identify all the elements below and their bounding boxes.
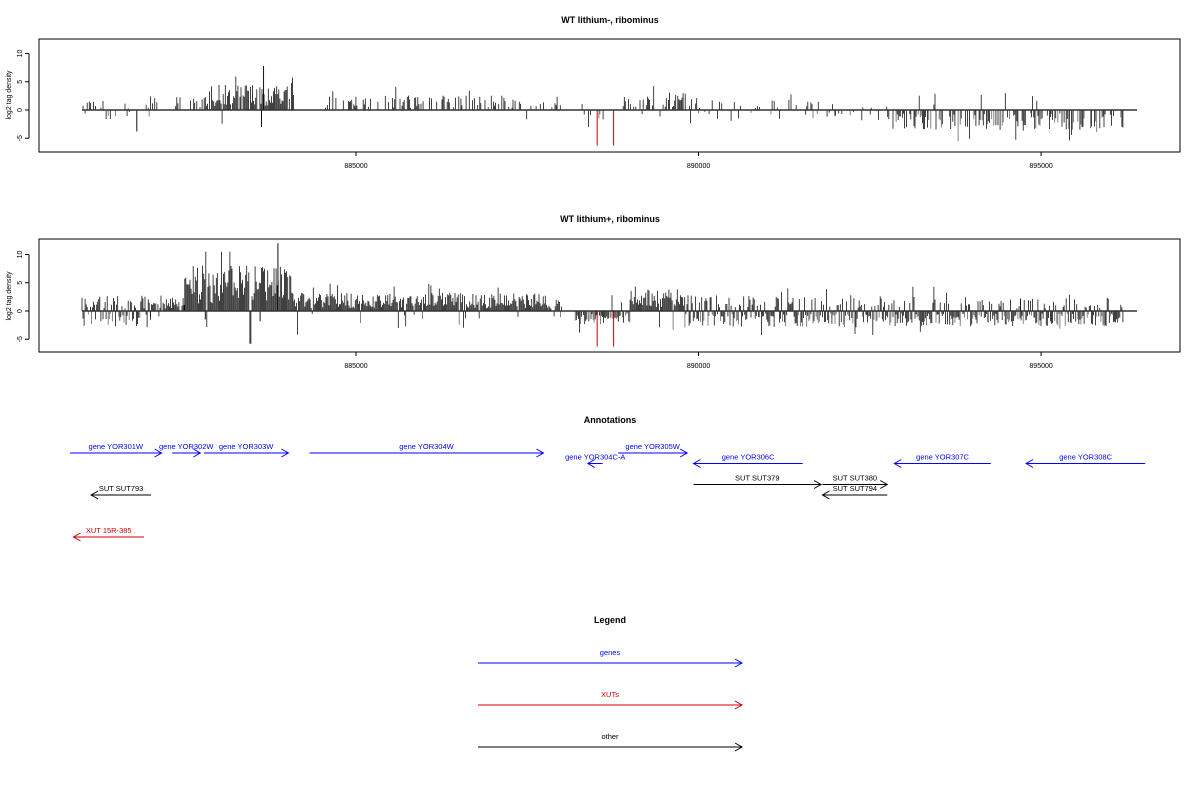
y-tick-label: 5 [17, 281, 24, 285]
feature-label: gene YOR305W [625, 442, 680, 451]
feature-label: XUT 15R-385 [86, 526, 132, 535]
x-tick-label: 890000 [687, 363, 710, 370]
y-tick-label: -5 [17, 336, 24, 342]
feature-label: gene YOR301W [89, 442, 144, 451]
axis-ticks: -5 0 5 10 885000 890000 895000 [17, 251, 1053, 370]
feature-label: gene YOR304C-A [565, 453, 625, 462]
feature-label: SUT SUT379 [735, 474, 779, 483]
annotations-panel: Annotations gene YOR301W gene YOR302W gene… [70, 415, 1146, 542]
y-axis-label: log2 tag density [6, 70, 13, 120]
legend-item-other: other [478, 732, 744, 752]
arrowhead-icon [734, 658, 744, 668]
arrowhead-icon [893, 459, 902, 468]
x-tick-label: 890000 [687, 163, 710, 170]
track-panel-lithium-plus: WT lithium+, ribominus log2 tag density … [6, 214, 1181, 370]
feature-sut-sut380[interactable]: SUT SUT380 [822, 474, 889, 489]
track-title: WT lithium-, ribominus [561, 15, 659, 25]
arrowhead-icon [154, 448, 163, 458]
arrowhead-icon [734, 742, 744, 752]
feature-xut-15r-385[interactable]: XUT 15R-385 [72, 526, 144, 542]
legend-title: Legend [594, 615, 626, 625]
arrowhead-icon [821, 490, 830, 500]
y-axis-label: log2 tag density [6, 271, 13, 321]
x-tick-label: 885000 [344, 163, 367, 170]
track-title: WT lithium+, ribominus [560, 214, 660, 224]
legend-item-genes: genes [478, 648, 744, 668]
legend-panel: Legend genes XUTs other [478, 615, 744, 752]
legend-items: genes XUTs other [478, 648, 744, 752]
y-tick-label: -5 [17, 135, 24, 141]
feature-label: SUT SUT793 [99, 484, 143, 493]
annotations-title: Annotations [584, 415, 637, 425]
arrowhead-icon [536, 448, 545, 458]
feature-label: SUT SUT380 [833, 474, 877, 483]
x-tick-label: 895000 [1029, 163, 1052, 170]
feature-gene-yor306c[interactable]: gene YOR306C [692, 453, 803, 468]
feature-label: gene YOR307C [916, 453, 969, 462]
feature-gene-yor304c-a[interactable]: gene YOR304C-A [565, 453, 625, 468]
feature-label: gene YOR302W [159, 442, 214, 451]
x-tick-label: 895000 [1029, 363, 1052, 370]
feature-sut-sut379[interactable]: SUT SUT379 [693, 474, 823, 489]
feature-label: gene YOR303W [219, 442, 274, 451]
feature-gene-yor305w[interactable]: gene YOR305W [618, 442, 689, 458]
feature-gene-yor308c[interactable]: gene YOR308C [1025, 453, 1146, 468]
y-tick-label: 0 [17, 309, 24, 313]
legend-label: genes [600, 648, 621, 657]
y-tick-label: 10 [17, 251, 24, 259]
arrowhead-icon [880, 480, 889, 489]
arrowhead-icon [281, 448, 290, 458]
feature-label: gene YOR304W [399, 442, 454, 451]
feature-gene-yor307c[interactable]: gene YOR307C [893, 453, 991, 468]
arrowhead-icon [813, 480, 823, 489]
feature-gene-yor301w[interactable]: gene YOR301W [70, 442, 163, 458]
y-tick-label: 5 [17, 80, 24, 84]
y-tick-label: 0 [17, 108, 24, 112]
feature-gene-yor302w[interactable]: gene YOR302W [159, 442, 214, 458]
plot-frame [38, 238, 1181, 353]
arrowhead-icon [692, 459, 701, 468]
legend-label: other [601, 732, 619, 741]
arrowhead-icon [679, 448, 689, 458]
density-bars [82, 65, 1124, 146]
plot-frame [38, 38, 1181, 153]
feature-sut-sut794[interactable]: SUT SUT794 [821, 484, 888, 500]
arrowhead-icon [72, 532, 81, 542]
feature-gene-yor304w[interactable]: gene YOR304W [309, 442, 545, 458]
axis-ticks: -5 0 5 10 885000 890000 895000 [17, 50, 1053, 170]
feature-gene-yor303w[interactable]: gene YOR303W [203, 442, 290, 458]
feature-sut-sut793[interactable]: SUT SUT793 [90, 484, 152, 500]
feature-arrows: gene YOR301W gene YOR302W gene YOR303W gene… [70, 442, 1146, 542]
y-tick-label: 10 [17, 50, 24, 58]
x-tick-label: 885000 [344, 363, 367, 370]
arrowhead-icon [193, 448, 202, 458]
feature-label: gene YOR306C [722, 453, 775, 462]
track-panel-lithium-minus: WT lithium-, ribominus log2 tag density … [6, 15, 1181, 170]
arrowhead-icon [734, 700, 744, 710]
feature-label: SUT SUT794 [833, 484, 877, 493]
legend-item-xuts: XUTs [478, 690, 744, 710]
legend-label: XUTs [601, 690, 619, 699]
density-bars [81, 243, 1124, 347]
arrowhead-icon [1025, 459, 1034, 468]
arrowhead-icon [90, 490, 99, 500]
feature-label: gene YOR308C [1059, 453, 1112, 462]
arrowhead-icon [586, 459, 596, 468]
